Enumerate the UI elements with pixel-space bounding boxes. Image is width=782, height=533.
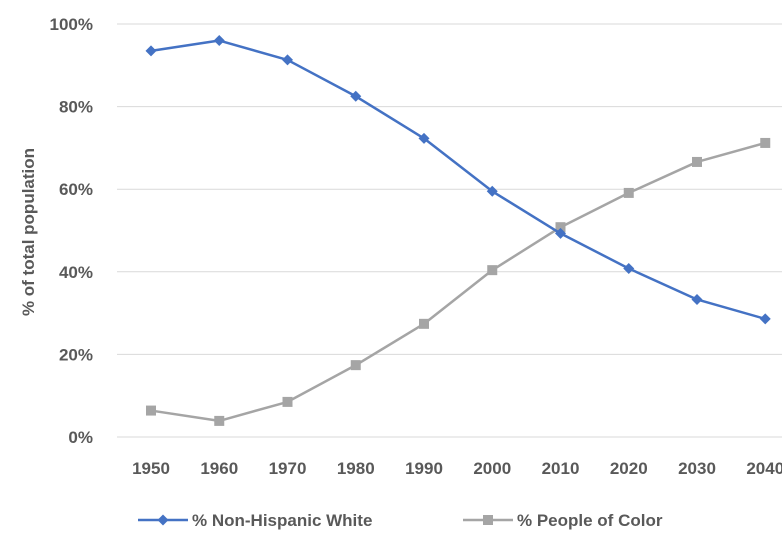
axes: 0% 20% 40% 60% 80% 100% 1950 1960 1970 1980 1990 20… bbox=[50, 15, 782, 478]
data-point bbox=[486, 185, 498, 197]
series-non-hispanic-white bbox=[145, 35, 771, 325]
data-point bbox=[692, 156, 702, 167]
data-point bbox=[213, 35, 225, 47]
legend-label: % People of Color bbox=[517, 511, 663, 530]
legend-item: % People of Color bbox=[463, 511, 663, 530]
x-tick-label: 2000 bbox=[473, 459, 511, 478]
data-point bbox=[282, 396, 293, 407]
data-point bbox=[691, 293, 703, 305]
series bbox=[145, 35, 771, 426]
y-tick-label: 40% bbox=[59, 263, 93, 282]
legend-marker bbox=[483, 515, 493, 525]
data-point bbox=[419, 318, 429, 329]
y-tick-label: 80% bbox=[59, 98, 93, 117]
x-tick-label: 1970 bbox=[269, 459, 307, 478]
legend: % Non-Hispanic White % People of Color bbox=[138, 511, 663, 530]
data-point bbox=[623, 187, 634, 198]
data-point bbox=[145, 45, 157, 57]
data-point bbox=[760, 137, 771, 148]
series-people-of-color bbox=[146, 137, 771, 426]
y-tick-label: 0% bbox=[68, 428, 93, 447]
data-point bbox=[623, 262, 635, 274]
gridlines bbox=[117, 23, 782, 355]
x-tick-label: 1960 bbox=[200, 459, 238, 478]
data-point bbox=[487, 265, 498, 276]
data-point bbox=[214, 415, 225, 426]
x-tick-label: 1990 bbox=[405, 459, 443, 478]
data-point bbox=[555, 227, 566, 239]
legend-item: % Non-Hispanic White bbox=[138, 511, 372, 530]
data-point bbox=[282, 54, 293, 66]
x-tick-label: 2040 bbox=[746, 459, 782, 478]
x-tick-label: 2030 bbox=[678, 459, 716, 478]
x-tick-label: 1950 bbox=[132, 459, 170, 478]
y-tick-label: 20% bbox=[59, 345, 93, 364]
legend-marker bbox=[157, 514, 169, 526]
y-tick-label: 100% bbox=[50, 15, 93, 34]
x-tick-label: 2020 bbox=[610, 459, 648, 478]
x-tick-label: 1980 bbox=[337, 459, 375, 478]
data-point bbox=[759, 313, 771, 325]
y-axis-title: % of total population bbox=[19, 148, 38, 316]
legend-label: % Non-Hispanic White bbox=[192, 511, 372, 530]
axis-labels: % of total population bbox=[19, 148, 38, 316]
data-point bbox=[418, 132, 430, 144]
data-point bbox=[146, 405, 156, 416]
data-point bbox=[350, 360, 361, 371]
data-point bbox=[555, 222, 566, 233]
series-line bbox=[150, 39, 766, 321]
x-tick-label: 2010 bbox=[542, 459, 580, 478]
y-tick-label: 60% bbox=[59, 180, 93, 199]
series-line bbox=[150, 141, 766, 423]
data-point bbox=[350, 90, 362, 102]
